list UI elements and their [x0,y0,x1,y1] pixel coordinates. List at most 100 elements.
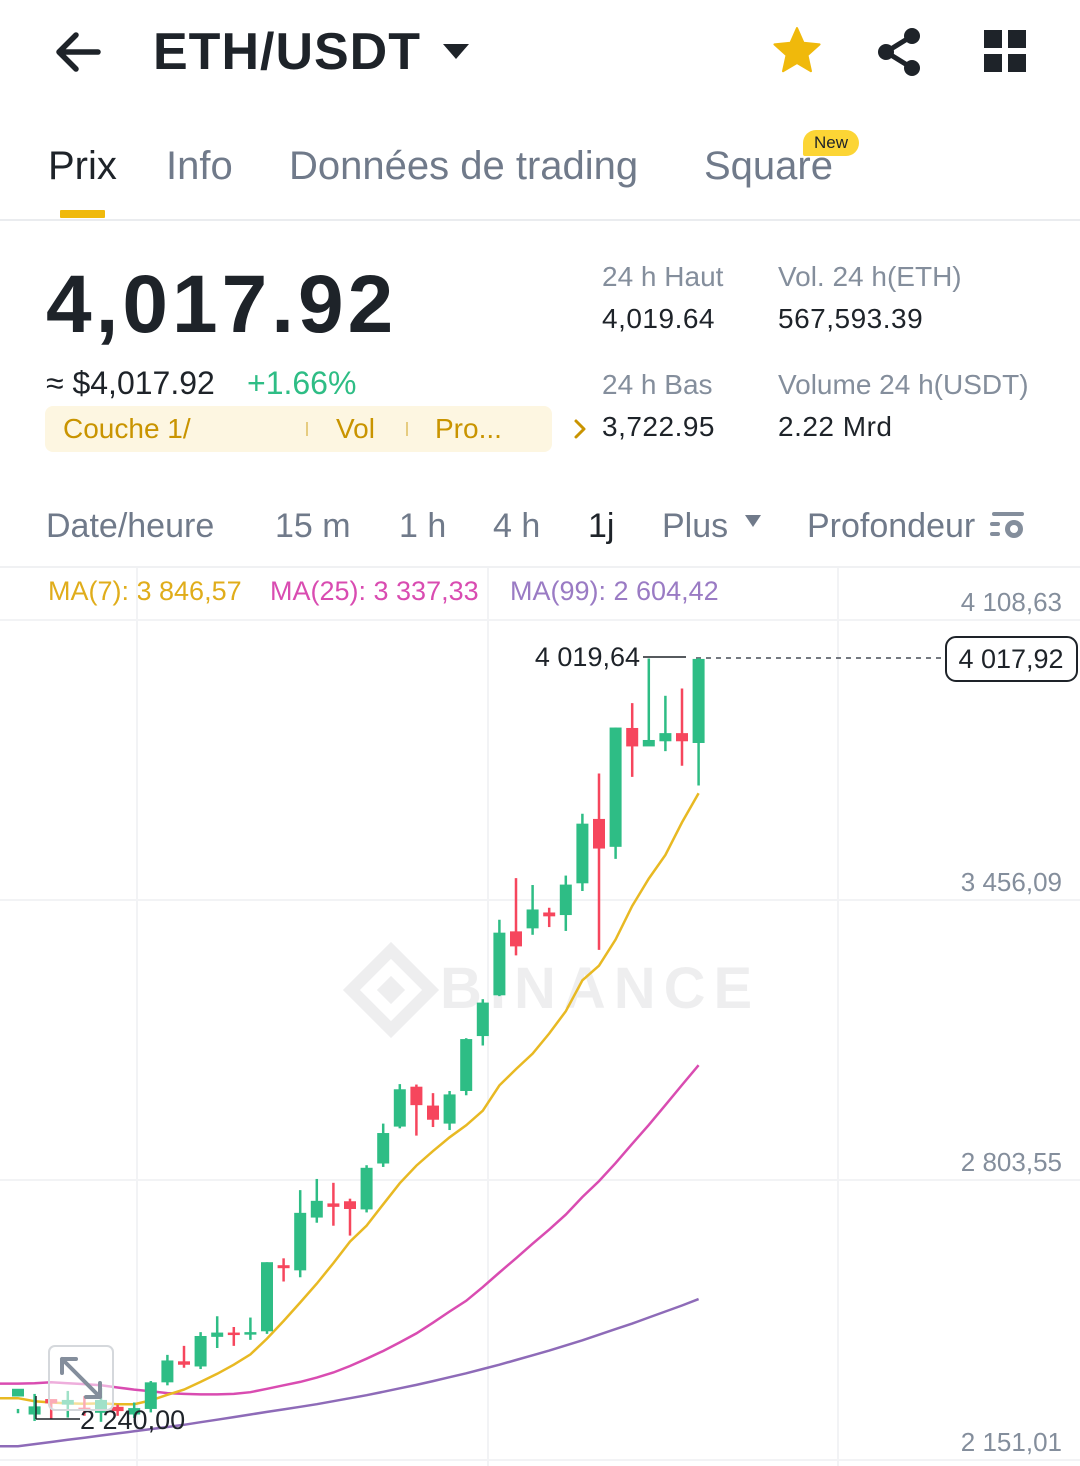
candle-body [676,733,688,742]
candle [609,727,622,859]
ma7-legend: MA(7): 3 846,57 [48,576,242,606]
candle-body [609,727,622,847]
usd-price: ≈ $4,017.92 [46,365,215,401]
candle-body [327,1203,340,1207]
back-arrow-icon[interactable] [48,22,108,82]
vol-eth-label: Vol. 24 h(ETH) [778,261,962,292]
candle [493,919,506,997]
tab-trading-data[interactable]: Données de trading [289,144,639,188]
candle [543,907,556,928]
candle-body [211,1332,224,1337]
high-value: 4,019.64 [602,303,715,334]
candle-body [261,1262,273,1332]
depth-tab[interactable]: Profondeur [807,507,976,545]
tab-prix[interactable]: Prix [48,144,117,188]
candlestick-chart[interactable]: BINANCE 4 108,63 3 456,09 2 803,55 2 151… [0,568,1080,1466]
ma25-line [0,1064,700,1396]
candle-body [161,1360,174,1383]
tag-separator [406,422,408,436]
interval-1d[interactable]: 1j [588,507,615,545]
candle-body [144,1382,157,1409]
tag-pro[interactable]: Pro... [435,413,502,444]
candle [659,695,672,752]
candle [377,1123,390,1167]
candle [161,1354,174,1386]
share-icon[interactable] [874,26,924,78]
candle [626,703,639,777]
candle-body [244,1332,257,1335]
candle-body [642,739,655,747]
divider [0,219,1080,221]
grid-icon[interactable] [982,28,1028,74]
top-bar: ETH/USDT [0,0,1080,110]
candle [144,1381,157,1413]
fullscreen-button[interactable] [48,1345,114,1411]
candle [211,1316,224,1349]
candle [410,1084,423,1136]
caret-down-icon[interactable] [744,514,762,528]
candle-body [28,1406,41,1415]
candle-body [543,912,556,917]
candle [310,1178,323,1223]
expand-icon [60,1357,102,1399]
vol-eth-value: 567,593.39 [778,303,924,334]
interval-4h[interactable]: 4 h [493,507,541,545]
ma99-legend: MA(99): 2 604,42 [510,576,719,606]
tab-info[interactable]: Info [166,144,233,188]
interval-15m[interactable]: 15 m [275,507,351,545]
new-badge: New [803,130,859,156]
candle-body [277,1265,290,1269]
candle-body [427,1105,439,1120]
tag-vol[interactable]: Vol [336,413,375,444]
candle [294,1190,307,1278]
ma99-line [0,1297,700,1448]
candle-body [12,1388,24,1397]
y-tick-label: 2 151,01 [961,1427,1062,1457]
candle [427,1093,439,1128]
candle [692,658,705,786]
chevron-right-icon[interactable] [569,418,591,440]
candle [327,1182,340,1226]
candle-body [178,1361,190,1365]
candle-body [410,1086,423,1106]
interval-datetime[interactable]: Date/heure [46,507,215,545]
candle [393,1084,406,1129]
candle-body [194,1335,207,1367]
high-marker-label: 4 019,64 [535,642,640,672]
low-value: 3,722.95 [602,411,715,442]
vol-usdt-value: 2.22 Mrd [778,411,893,442]
candle-body [310,1200,323,1218]
candle-body [294,1212,307,1271]
candle [111,1404,124,1416]
candle-body [443,1094,456,1124]
candle-body [559,884,572,916]
vol-usdt-label: Volume 24 h(USDT) [778,369,1029,400]
candle-body [692,658,705,743]
candle [28,1393,41,1421]
pair-title[interactable]: ETH/USDT [153,23,421,81]
candle [676,688,688,766]
chart-settings-icon[interactable] [988,506,1028,542]
ma7-line [0,792,700,1406]
candle-body [128,1408,141,1415]
candle [178,1345,190,1368]
candle [526,885,539,935]
candle [128,1402,141,1418]
candle [277,1258,290,1282]
candle-body [111,1406,124,1412]
tag-bar[interactable]: Couche 1/ Vol Pro... [45,406,586,452]
interval-more[interactable]: Plus [662,507,729,545]
tag-layer1[interactable]: Couche 1/ [63,413,191,444]
candle [261,1262,273,1334]
candle [642,658,655,747]
active-tab-indicator [60,210,105,218]
divider [0,566,1080,568]
star-icon[interactable] [770,24,824,78]
ma25-legend: MA(25): 3 337,33 [270,576,479,606]
candle [360,1165,373,1213]
candle [593,773,605,950]
low-label: 24 h Bas [602,369,713,400]
caret-down-icon[interactable] [440,38,472,64]
interval-1h[interactable]: 1 h [399,507,447,545]
candle [559,875,572,931]
